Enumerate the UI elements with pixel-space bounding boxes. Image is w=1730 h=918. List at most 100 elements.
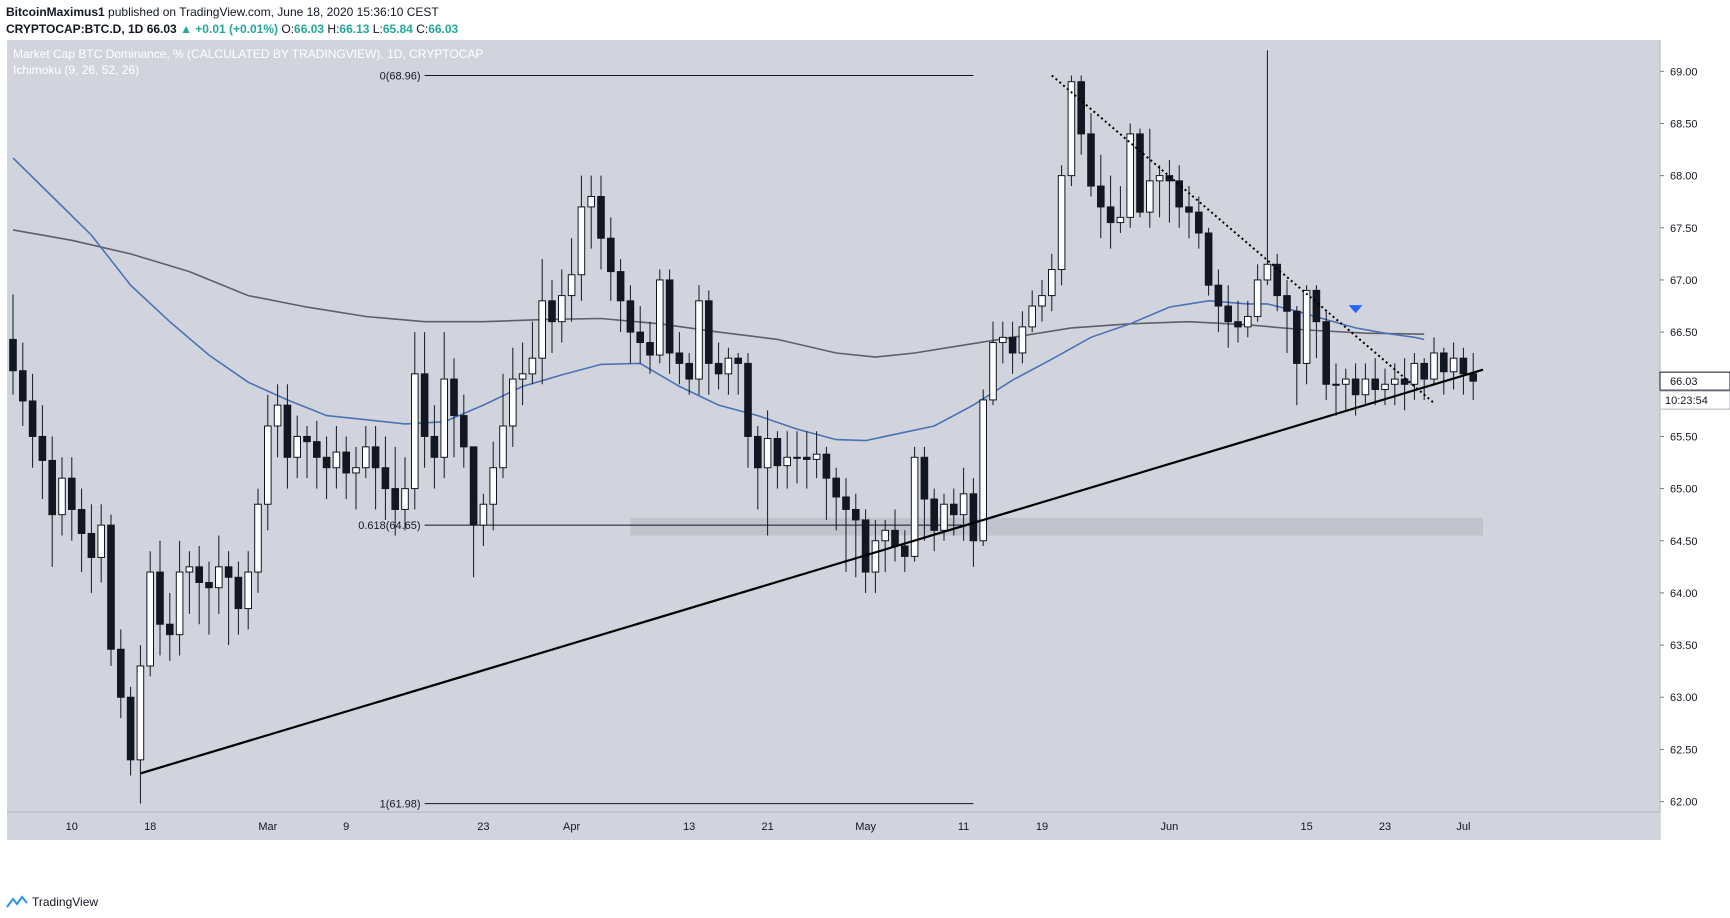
candle[interactable] <box>881 519 890 573</box>
candle[interactable] <box>1008 321 1017 374</box>
candle[interactable] <box>910 446 919 562</box>
candle[interactable] <box>675 332 684 385</box>
candle[interactable] <box>215 535 223 614</box>
candle[interactable] <box>1057 165 1066 286</box>
candle[interactable] <box>646 321 654 374</box>
candle[interactable] <box>401 457 409 531</box>
candle[interactable] <box>930 488 939 552</box>
candle[interactable] <box>362 426 370 479</box>
candle[interactable] <box>381 436 390 520</box>
ichimoku-gray-line[interactable] <box>12 229 1425 358</box>
candle[interactable] <box>28 373 37 468</box>
candle[interactable] <box>332 426 341 489</box>
candle[interactable] <box>224 551 233 646</box>
candle[interactable] <box>1322 311 1331 400</box>
candle[interactable] <box>538 259 547 385</box>
candle[interactable] <box>597 175 605 270</box>
candle[interactable] <box>920 446 929 541</box>
candle[interactable] <box>616 259 625 333</box>
candle[interactable] <box>577 175 586 301</box>
candle[interactable] <box>1116 186 1125 233</box>
candle[interactable] <box>1214 269 1223 333</box>
candle[interactable] <box>450 358 458 458</box>
candle[interactable] <box>812 431 821 479</box>
candle[interactable] <box>685 352 694 395</box>
candle[interactable] <box>1048 253 1056 312</box>
candle[interactable] <box>1293 306 1301 406</box>
candle[interactable] <box>773 431 782 489</box>
candle[interactable] <box>479 493 488 546</box>
candle[interactable] <box>587 175 596 249</box>
symbol-name[interactable]: CRYPTOCAP:BTC.D, 1D <box>6 22 144 36</box>
time-axis[interactable] <box>7 812 1660 840</box>
price-chart[interactable]: 0(68.96) 0.618(64.65) 1(61.98) 62.00 62.50 6… <box>0 40 1730 892</box>
candle[interactable] <box>1302 285 1311 385</box>
candle[interactable] <box>195 545 203 625</box>
candle[interactable] <box>1106 175 1115 249</box>
candle[interactable] <box>1067 75 1076 187</box>
candle[interactable] <box>1342 368 1350 411</box>
candle[interactable] <box>38 405 47 500</box>
candle[interactable] <box>1077 75 1086 155</box>
candle[interactable] <box>1469 352 1478 400</box>
candle[interactable] <box>9 294 17 395</box>
candle[interactable] <box>1371 358 1380 406</box>
candle[interactable] <box>528 321 537 385</box>
candle[interactable] <box>1097 154 1105 239</box>
ascending-trendline[interactable] <box>140 368 1484 775</box>
candle[interactable] <box>744 352 752 468</box>
candle[interactable] <box>303 426 311 479</box>
candle[interactable] <box>509 347 517 447</box>
candle[interactable] <box>440 332 448 479</box>
candle[interactable] <box>175 540 184 656</box>
descending-trendline[interactable] <box>1051 74 1435 404</box>
candle[interactable] <box>705 290 713 395</box>
candle[interactable] <box>695 285 703 395</box>
candle[interactable] <box>1136 128 1144 218</box>
candle[interactable] <box>1459 347 1468 395</box>
candle[interactable] <box>313 420 321 489</box>
candle[interactable] <box>19 342 27 426</box>
candle[interactable] <box>146 551 154 677</box>
candle[interactable] <box>371 426 380 510</box>
candle[interactable] <box>48 436 57 567</box>
candle[interactable] <box>58 457 66 536</box>
candle[interactable] <box>352 446 360 510</box>
candle[interactable] <box>822 446 831 520</box>
candle[interactable] <box>518 342 527 406</box>
candle[interactable] <box>107 514 115 666</box>
candle[interactable] <box>626 285 635 364</box>
candle[interactable] <box>1185 186 1193 239</box>
candle[interactable] <box>724 347 733 395</box>
candle[interactable] <box>1038 279 1046 322</box>
candle[interactable] <box>97 504 106 583</box>
candle[interactable] <box>1028 290 1037 333</box>
candle[interactable] <box>234 561 243 635</box>
candle[interactable] <box>1165 159 1174 223</box>
candle[interactable] <box>607 217 615 301</box>
candle[interactable] <box>87 504 96 593</box>
candle[interactable] <box>1283 279 1291 353</box>
candle[interactable] <box>166 592 174 661</box>
candle[interactable] <box>1253 264 1262 322</box>
candle[interactable] <box>754 426 762 510</box>
candle[interactable] <box>1234 300 1242 343</box>
candle[interactable] <box>763 410 772 536</box>
candle[interactable] <box>1087 113 1095 197</box>
candle[interactable] <box>1430 337 1438 385</box>
candle[interactable] <box>460 394 468 468</box>
candle[interactable] <box>489 441 497 531</box>
brand-name[interactable]: TradingView <box>32 895 99 909</box>
tradingview-logo-icon[interactable] <box>6 895 28 909</box>
candle[interactable] <box>1361 363 1370 406</box>
candle[interactable] <box>852 493 860 578</box>
candle[interactable] <box>254 488 262 593</box>
candle[interactable] <box>665 269 674 374</box>
candle[interactable] <box>1018 311 1027 364</box>
candle[interactable] <box>1204 227 1213 296</box>
candle[interactable] <box>1440 347 1448 395</box>
candle[interactable] <box>499 373 507 479</box>
candle[interactable] <box>342 436 350 500</box>
candle[interactable] <box>1263 50 1272 286</box>
candle[interactable] <box>411 332 419 510</box>
